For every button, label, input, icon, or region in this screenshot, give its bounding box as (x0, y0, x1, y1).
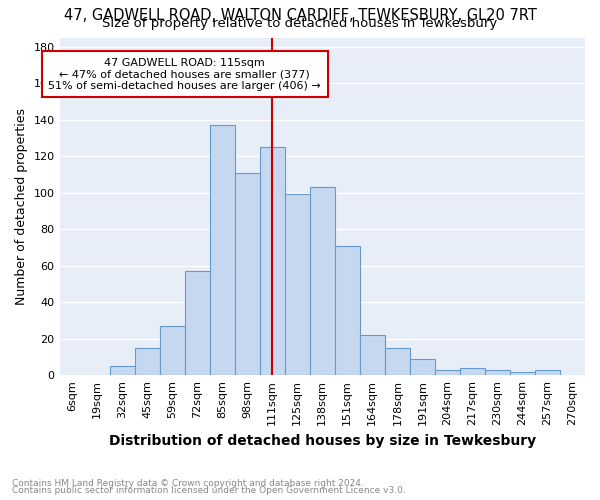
Text: Contains HM Land Registry data © Crown copyright and database right 2024.: Contains HM Land Registry data © Crown c… (12, 478, 364, 488)
Bar (185, 271, 209, 375)
Bar (110, 366, 134, 375)
Text: Contains public sector information licensed under the Open Government Licence v3: Contains public sector information licen… (12, 486, 406, 495)
Bar (335, 246, 360, 375)
Bar (535, 370, 560, 375)
Y-axis label: Number of detached properties: Number of detached properties (15, 108, 28, 305)
Bar (485, 370, 510, 375)
Bar (160, 326, 185, 375)
Bar (510, 372, 535, 375)
Bar (260, 147, 285, 375)
Text: Size of property relative to detached houses in Tewkesbury: Size of property relative to detached ho… (103, 18, 497, 30)
Bar (360, 335, 385, 375)
Bar (460, 368, 485, 375)
Bar (285, 194, 310, 375)
X-axis label: Distribution of detached houses by size in Tewkesbury: Distribution of detached houses by size … (109, 434, 536, 448)
Bar (435, 370, 460, 375)
Bar (209, 125, 235, 375)
Bar (310, 187, 335, 375)
Bar (385, 348, 410, 375)
Text: 47 GADWELL ROAD: 115sqm
← 47% of detached houses are smaller (377)
51% of semi-d: 47 GADWELL ROAD: 115sqm ← 47% of detache… (48, 58, 321, 91)
Bar (410, 359, 435, 375)
Bar (134, 348, 160, 375)
Text: 47, GADWELL ROAD, WALTON CARDIFF, TEWKESBURY, GL20 7RT: 47, GADWELL ROAD, WALTON CARDIFF, TEWKES… (64, 8, 536, 22)
Bar (235, 172, 260, 375)
